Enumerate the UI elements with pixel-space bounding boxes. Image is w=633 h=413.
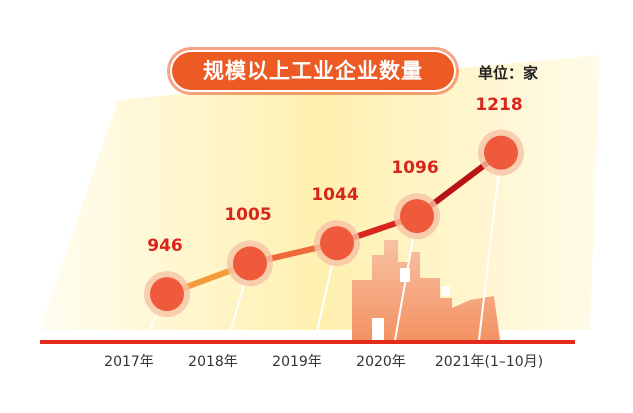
data-label: 1005 bbox=[224, 205, 272, 226]
data-label: 1218 bbox=[475, 94, 523, 115]
data-point bbox=[484, 135, 518, 170]
data-label: 1044 bbox=[311, 185, 359, 206]
data-label: 946 bbox=[147, 236, 183, 257]
x-tick-label: 2019年 bbox=[272, 354, 322, 370]
x-tick-label: 2017年 bbox=[104, 354, 154, 370]
unit-label: 单位：家 bbox=[478, 64, 539, 82]
factory-windows bbox=[372, 268, 450, 340]
background-band bbox=[40, 55, 600, 330]
x-tick-label: 2020年 bbox=[356, 354, 406, 370]
series-markers bbox=[144, 129, 524, 318]
chart-title: 规模以上工业企业数量 bbox=[203, 59, 423, 83]
chart-title-pill: 规模以上工业企业数量 bbox=[172, 52, 454, 90]
data-point bbox=[320, 226, 354, 261]
data-point bbox=[150, 277, 184, 312]
drop-line bbox=[478, 152, 502, 341]
data-label: 1096 bbox=[391, 158, 439, 179]
x-tick-label: 2021年(1–10月) bbox=[434, 354, 544, 370]
factory-silhouette bbox=[352, 240, 500, 340]
data-point bbox=[233, 246, 267, 281]
data-point bbox=[400, 199, 434, 234]
x-tick-label: 2018年 bbox=[188, 354, 238, 370]
